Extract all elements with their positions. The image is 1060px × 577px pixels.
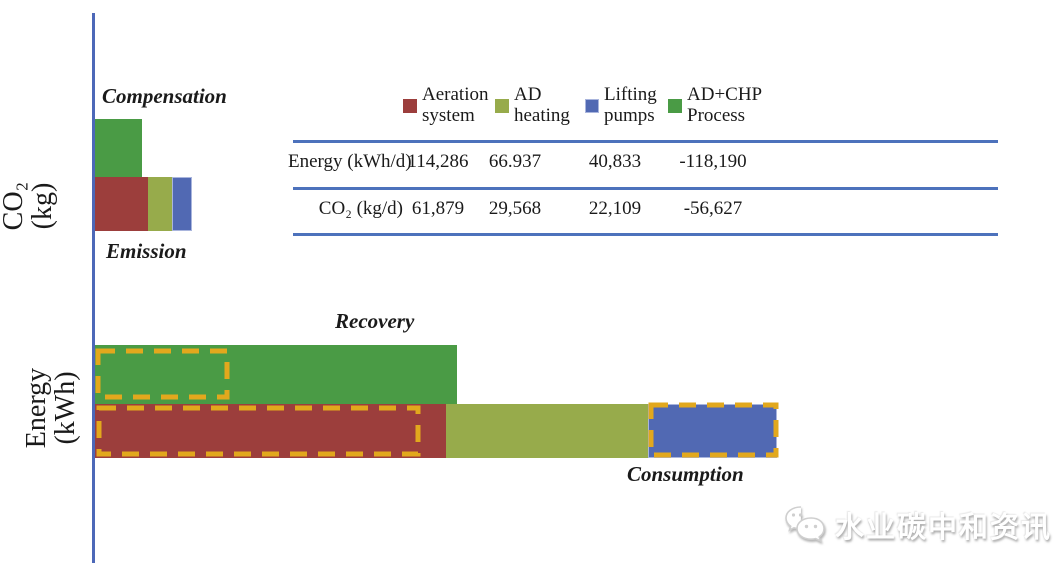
legend-label: system	[422, 104, 475, 126]
energy-ad-heating-segment	[446, 404, 648, 458]
emission-label: Emission	[106, 239, 187, 263]
legend-label: heating	[514, 104, 570, 126]
lifting-pumps-swatch-icon	[585, 98, 599, 113]
table-row-label-energy: Energy (kWh/d)	[288, 151, 412, 172]
legend-label: AD+CHP	[687, 84, 763, 105]
energy-axis-label: Energy (kWh)	[20, 333, 84, 483]
legend-item-ad-heating: AD heating	[495, 84, 570, 126]
table-cell-energy-lifting-pumps: 40,833	[588, 151, 642, 172]
energy-axis-label-line2: (kWh)	[50, 371, 81, 445]
legend-item-ad-chp-process: AD+CHP Process	[668, 84, 763, 126]
energy-axis-label-line1: Energy	[21, 367, 53, 449]
wechat-bubbles-icon	[785, 506, 825, 543]
table-cell-energy-ad-heating: 66.937	[488, 151, 542, 172]
ad-heating-swatch-icon	[495, 98, 509, 113]
energy-lifting-pumps-segment	[648, 404, 777, 458]
legend-item-lifting-pumps: Lifting pumps	[585, 84, 657, 126]
co2-emission-bar	[95, 177, 192, 231]
table-cell-co2-lifting-pumps: 22,109	[588, 198, 642, 219]
co2-axis-label-line2: (kg)	[27, 182, 58, 230]
ad-chp-process-swatch-icon	[668, 98, 682, 113]
watermark-text: 水业碳中和资讯	[835, 512, 1053, 544]
legend-label: Aeration	[422, 84, 489, 105]
table-rule-middle	[293, 187, 998, 190]
aeration-system-swatch-icon	[403, 98, 417, 113]
recovery-label: Recovery	[335, 309, 415, 333]
table-cell-co2-aeration: 61,879	[411, 198, 465, 219]
energy-consumption-bar	[95, 404, 777, 458]
consumption-label: Consumption	[627, 462, 744, 486]
energy-aeration-segment	[95, 404, 446, 458]
watermark: 水业碳中和资讯	[783, 504, 1052, 546]
legend-label: AD	[514, 84, 542, 105]
co2-aeration-segment	[95, 177, 148, 231]
legend-item-aeration-system: Aeration system	[403, 84, 489, 126]
co2-axis-label-line1: CO₂	[0, 181, 30, 231]
energy-recovery-bar	[95, 345, 457, 404]
compensation-label: Compensation	[102, 84, 227, 108]
co2-compensation-bar	[95, 119, 142, 177]
co2-lifting-pumps-segment	[172, 177, 192, 231]
table-cell-energy-ad-chp: -118,190	[679, 151, 747, 172]
table-cell-energy-aeration: 114,286	[407, 151, 469, 172]
legend-label: pumps	[604, 104, 655, 126]
table-rule-top	[293, 140, 998, 143]
legend-label: Lifting	[604, 84, 657, 105]
table-cell-co2-ad-heating: 29,568	[488, 198, 542, 219]
y-axis-line	[92, 13, 95, 563]
table-cell-co2-ad-chp: -56,627	[683, 198, 743, 219]
table-rule-bottom	[293, 233, 998, 236]
legend-label: Process	[687, 104, 746, 126]
table-row-label-co2: CO₂ (kg/d)	[318, 198, 403, 219]
co2-ad-heating-segment	[148, 177, 172, 231]
co2-axis-label: CO₂ (kg)	[0, 136, 61, 276]
